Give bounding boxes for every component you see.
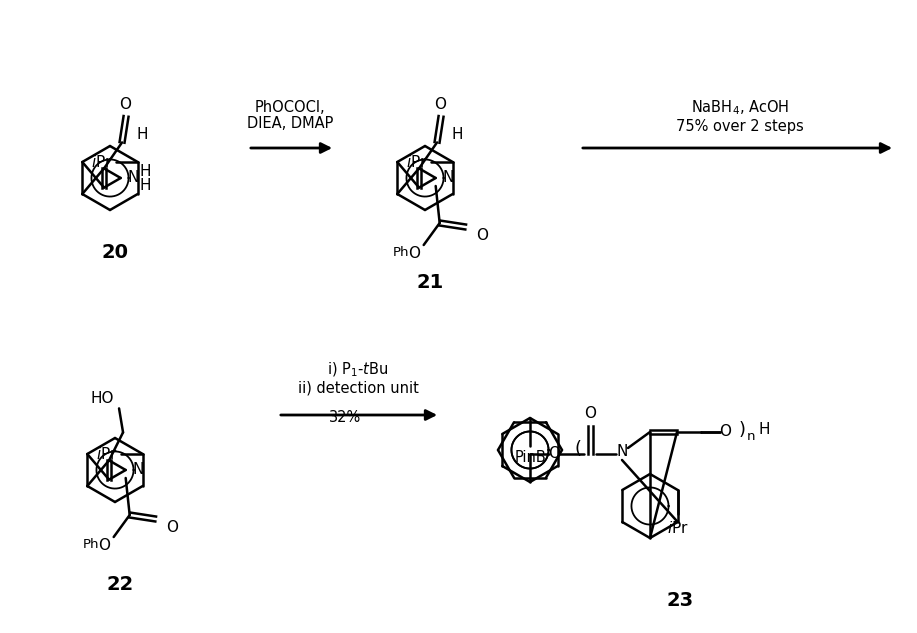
Text: O: O [719, 425, 731, 439]
Text: DIEA, DMAP: DIEA, DMAP [247, 115, 333, 130]
Text: i) P$_1$-$t$Bu: i) P$_1$-$t$Bu [327, 361, 389, 379]
Text: H: H [139, 177, 151, 192]
Text: H: H [451, 127, 462, 142]
Text: 23: 23 [667, 591, 693, 610]
Text: H: H [139, 163, 151, 179]
Text: N: N [133, 463, 144, 477]
Text: 75% over 2 steps: 75% over 2 steps [676, 118, 804, 134]
Text: 32%: 32% [329, 410, 361, 425]
Text: H: H [136, 127, 148, 142]
Text: 21: 21 [416, 273, 444, 292]
Text: O: O [408, 246, 420, 261]
Text: PhOCOCl,: PhOCOCl, [255, 101, 326, 115]
Text: NaBH$_4$, AcOH: NaBH$_4$, AcOH [691, 99, 790, 117]
Text: ii) detection unit: ii) detection unit [297, 380, 418, 396]
Text: $i$Pr: $i$Pr [91, 154, 113, 170]
Text: O: O [119, 97, 131, 112]
Text: O: O [98, 537, 110, 553]
Text: ): ) [739, 421, 746, 439]
Text: 22: 22 [106, 575, 134, 594]
Text: O: O [166, 520, 178, 534]
Text: O: O [584, 406, 596, 422]
Text: PinB: PinB [514, 451, 546, 465]
Text: N: N [127, 170, 139, 184]
Text: O: O [434, 97, 446, 112]
Text: Ph: Ph [393, 246, 410, 260]
Text: HO: HO [91, 391, 114, 406]
Text: O: O [476, 227, 488, 242]
Text: N: N [616, 444, 628, 460]
Text: H: H [759, 422, 770, 437]
Text: n: n [747, 430, 756, 444]
Text: N: N [443, 170, 454, 184]
Text: $i$Pr: $i$Pr [667, 520, 689, 536]
Text: O: O [548, 446, 560, 460]
Text: 20: 20 [102, 244, 128, 263]
Text: $i$Pr: $i$Pr [406, 154, 427, 170]
Text: Ph: Ph [83, 539, 100, 551]
Text: $i$Pr: $i$Pr [96, 446, 117, 462]
Text: (: ( [574, 440, 581, 458]
